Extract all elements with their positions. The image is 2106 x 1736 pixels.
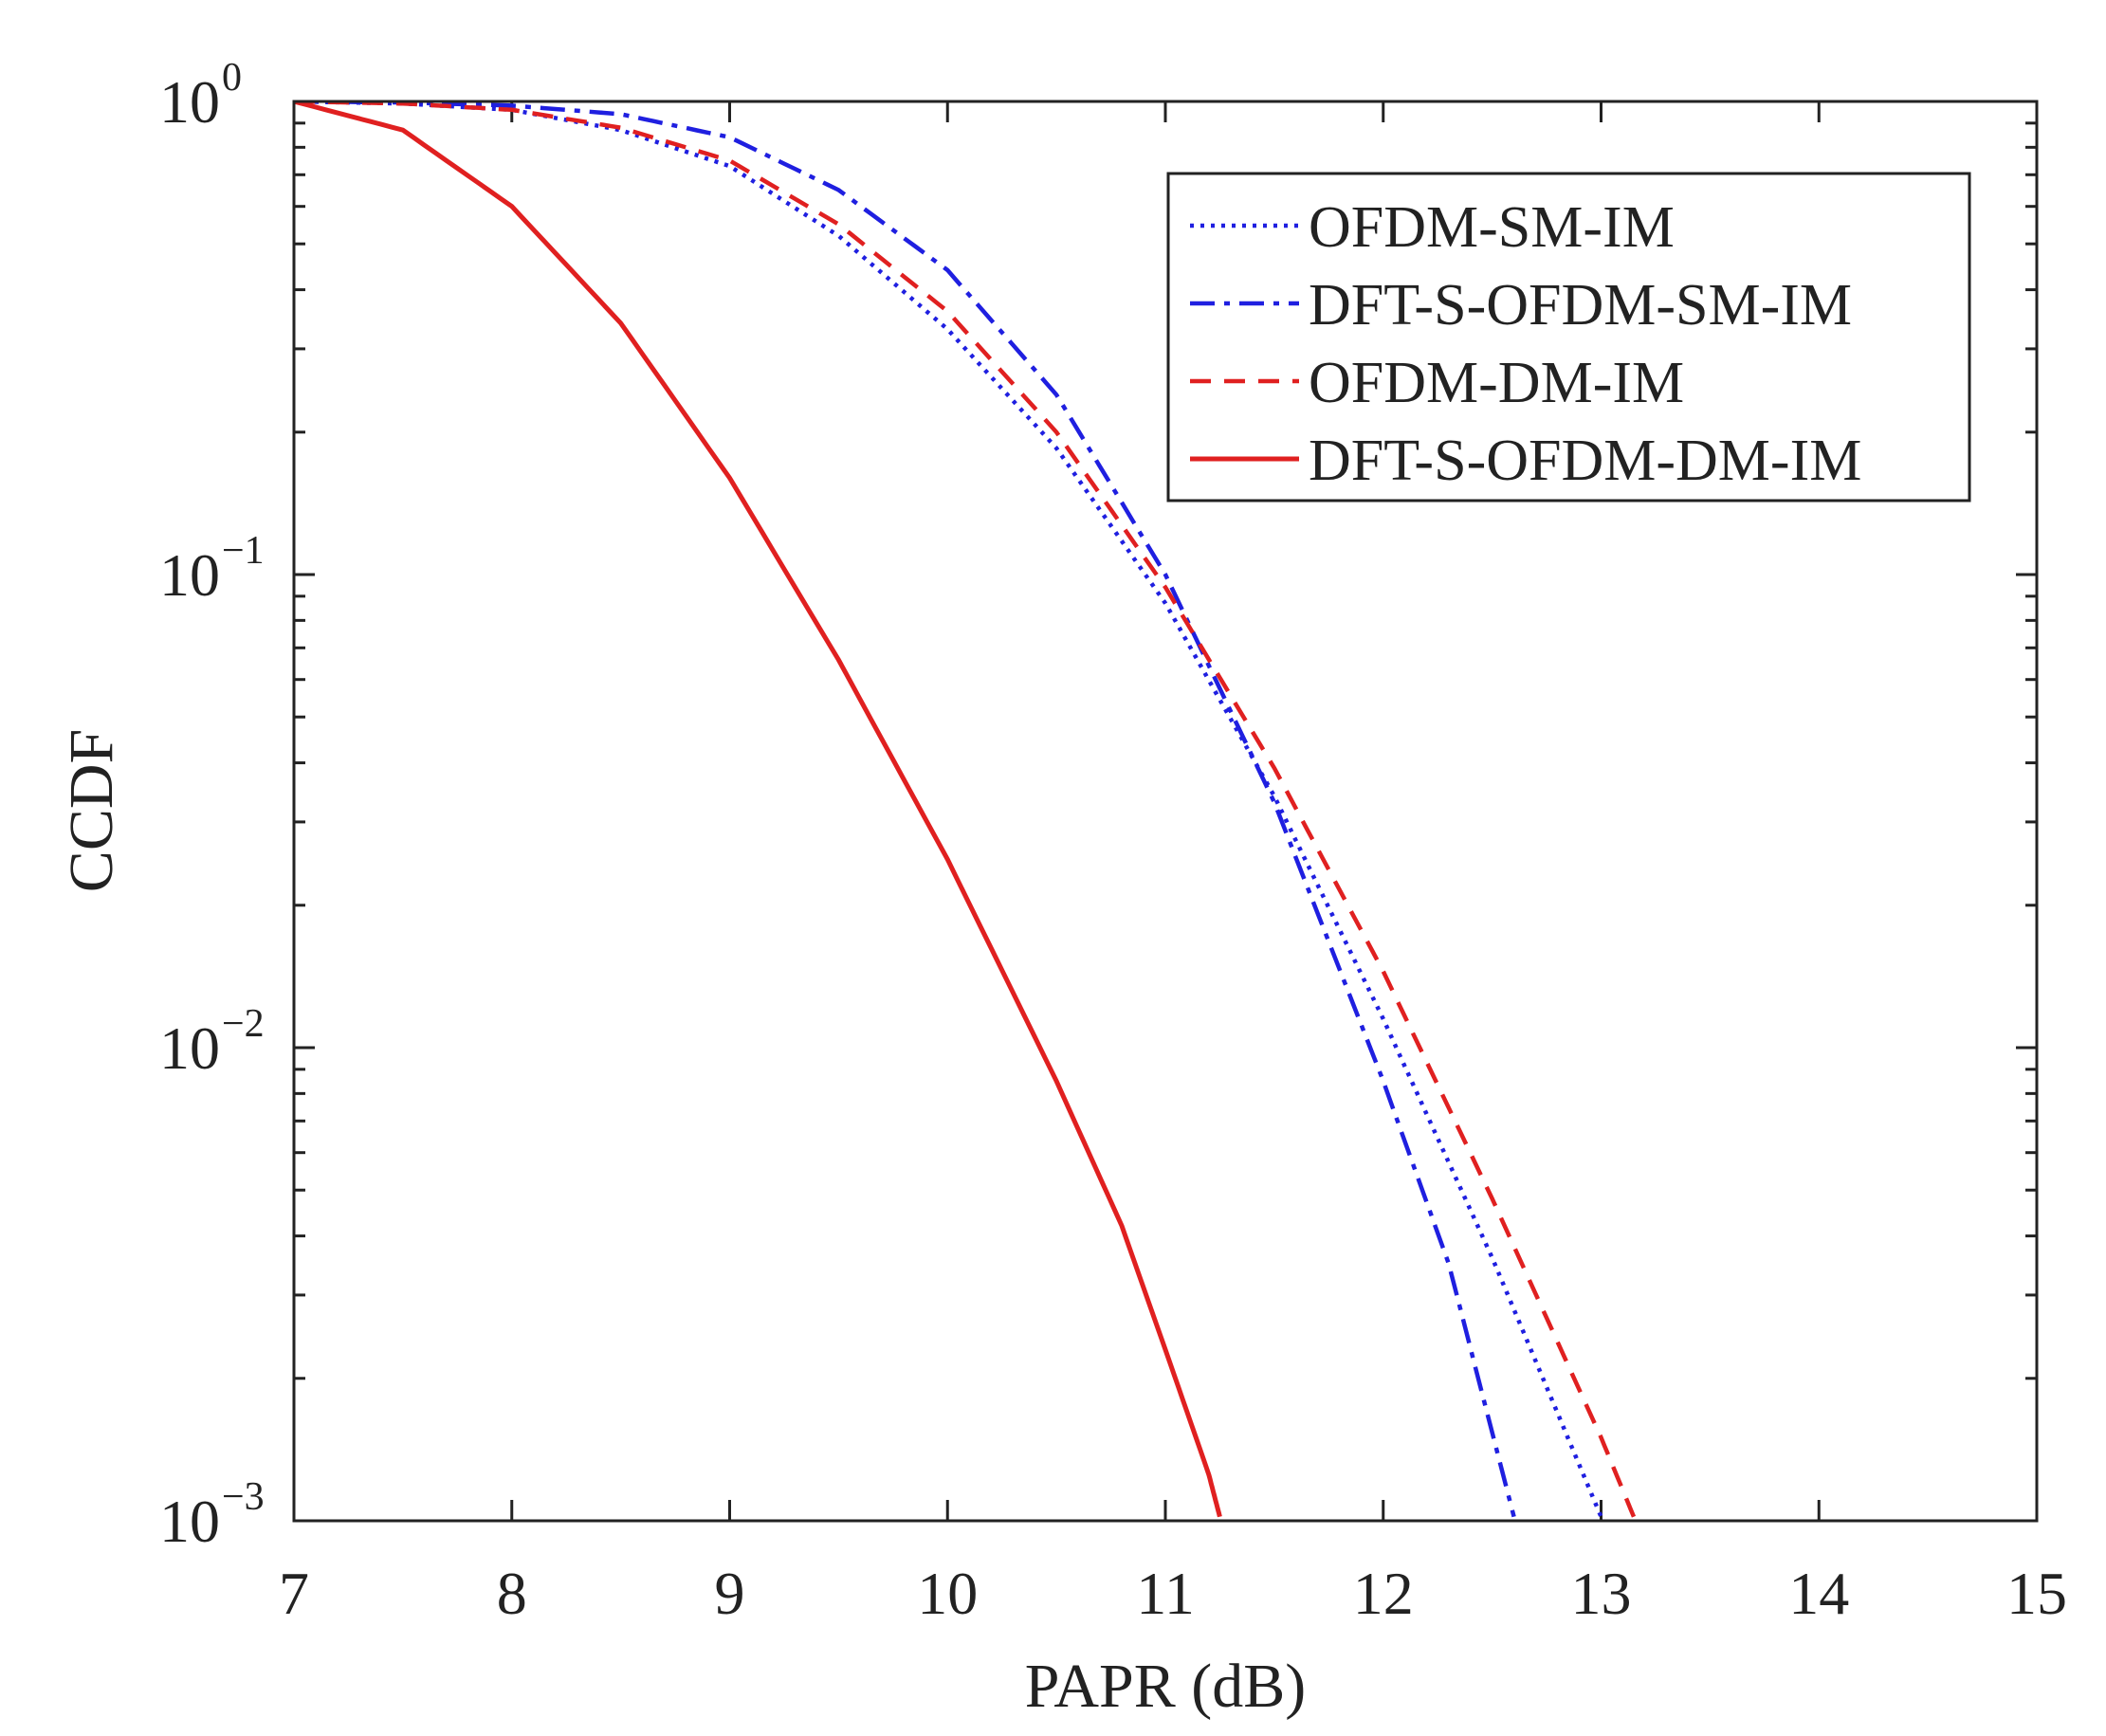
series-line-dft-s-ofdm-sm-im <box>294 101 1516 1518</box>
series-line-dft-s-ofdm-dm-im <box>294 101 1222 1518</box>
x-tick-label: 11 <box>1136 1560 1195 1627</box>
x-tick-label: 12 <box>1353 1560 1414 1627</box>
x-tick-label: 8 <box>497 1560 527 1627</box>
series-group <box>294 101 1637 1518</box>
y-tick-base: 10 <box>159 1488 220 1555</box>
y-tick-base: 10 <box>159 1014 220 1082</box>
legend: OFDM-SM-IM DFT-S-OFDM-SM-IM OFDM-DM-IM DFT-… <box>1166 172 1971 503</box>
legend-label: OFDM-SM-IM <box>1309 195 1675 260</box>
legend-label: OFDM-DM-IM <box>1309 351 1684 415</box>
y-tick-label: 10 −1 <box>159 529 265 609</box>
y-tick-label: 10 0 <box>159 56 242 136</box>
y-tick-exponent: −2 <box>222 1002 265 1046</box>
legend-label: DFT-S-OFDM-SM-IM <box>1309 273 1852 338</box>
y-tick-label: 10 −3 <box>159 1475 265 1555</box>
x-tick-label: 14 <box>1788 1560 1849 1627</box>
series-line-ofdm-dm-im <box>294 101 1637 1518</box>
y-tick-base: 10 <box>159 541 220 609</box>
y-axis-label: CCDF <box>57 729 126 892</box>
x-axis-label: PAPR (dB) <box>1025 1652 1307 1721</box>
x-tick-label: 10 <box>917 1560 978 1627</box>
y-tick-exponent: −1 <box>222 529 265 573</box>
y-tick-label: 10 −2 <box>159 1002 265 1082</box>
y-tick-exponent: −3 <box>222 1475 265 1519</box>
plot-frame <box>292 100 2039 1523</box>
x-tick-labels: 7 8 9 10 11 12 13 14 15 <box>279 1560 2067 1627</box>
x-tick-label: 15 <box>2006 1560 2067 1627</box>
y-tick-base: 10 <box>159 68 220 136</box>
legend-box <box>1166 172 1971 503</box>
x-tick-label: 9 <box>715 1560 745 1627</box>
x-tick-label: 7 <box>279 1560 309 1627</box>
legend-label: DFT-S-OFDM-DM-IM <box>1309 429 1861 493</box>
x-tick-label: 13 <box>1571 1560 1632 1627</box>
series-line-ofdm-sm-im <box>294 101 1603 1518</box>
y-tick-exponent: 0 <box>222 56 242 100</box>
